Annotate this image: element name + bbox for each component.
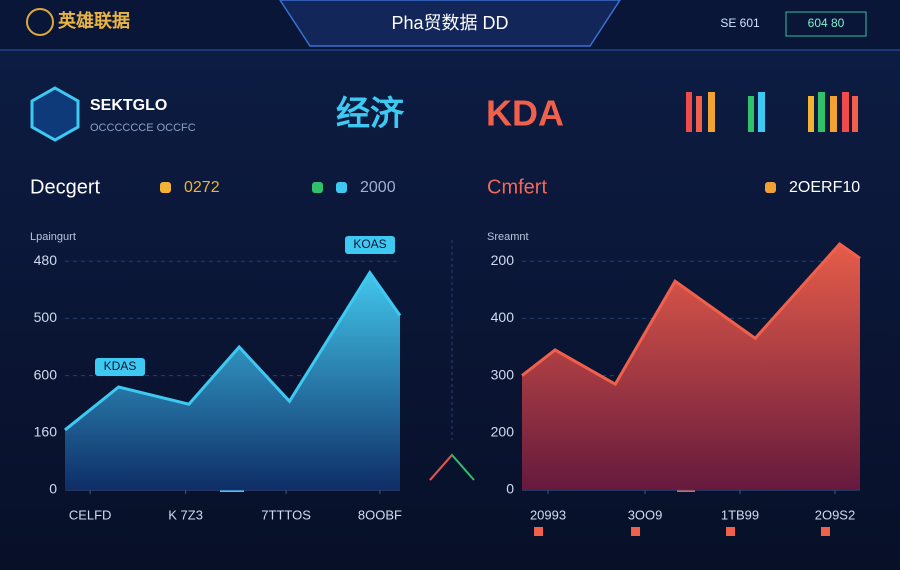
x-tick-label: CELFD bbox=[69, 507, 112, 522]
y-tick-label: 500 bbox=[34, 309, 58, 325]
axis-label: Sreamnt bbox=[487, 231, 529, 243]
legend-label: 2OERF10 bbox=[789, 179, 860, 196]
chart-title: Decgert bbox=[30, 176, 100, 198]
line bbox=[521, 242, 861, 387]
status-box bbox=[785, 11, 867, 37]
x-tick-label: 20993 bbox=[530, 507, 566, 522]
y-tick-label: 200 bbox=[491, 252, 515, 268]
area bbox=[522, 244, 860, 490]
axis-label: Lpaingurt bbox=[30, 231, 76, 243]
x-tick-label: K 7Z3 bbox=[168, 507, 203, 522]
annotation-box bbox=[345, 236, 395, 254]
tab[interactable]: KDA bbox=[486, 93, 564, 134]
y-tick-label: 0 bbox=[506, 481, 514, 497]
status: SE 601 bbox=[720, 16, 760, 30]
logo-icon bbox=[26, 8, 54, 36]
center-icon bbox=[429, 454, 453, 481]
y-tick-label: 200 bbox=[491, 424, 515, 440]
y-tick-label: 600 bbox=[34, 366, 58, 382]
legend-label: 2000 bbox=[360, 179, 396, 196]
x-tick-label: 3OO9 bbox=[628, 507, 663, 522]
tab[interactable]: 经济 bbox=[336, 95, 405, 133]
area bbox=[65, 272, 400, 490]
status: 604 80 bbox=[808, 16, 845, 30]
x-tick-label: 8OOBF bbox=[358, 507, 402, 522]
x-tick-label: 7TTTOS bbox=[261, 507, 311, 522]
x-tick-swatch bbox=[631, 527, 641, 536]
brand-icon bbox=[30, 86, 80, 142]
x-tick-label: 1TB99 bbox=[721, 507, 759, 522]
x-tick-label: 2O9S2 bbox=[815, 507, 855, 522]
x-tick-swatch bbox=[726, 527, 736, 536]
y-tick-label: 0 bbox=[49, 481, 57, 497]
legend-swatch bbox=[160, 182, 171, 193]
legend-swatch bbox=[765, 182, 776, 193]
color-bars bbox=[686, 92, 858, 132]
y-tick-label: 300 bbox=[491, 366, 515, 382]
annotation: KDAS bbox=[104, 359, 137, 373]
brand-name: SEKTGLO bbox=[90, 97, 167, 114]
x-tick-swatch bbox=[534, 527, 544, 536]
logo: 英雄联据 bbox=[57, 10, 130, 31]
legend-swatch bbox=[336, 182, 347, 193]
annotation: KOAS bbox=[353, 237, 386, 251]
y-tick-label: 160 bbox=[34, 424, 58, 440]
legend-swatch bbox=[312, 182, 323, 193]
y-tick-label: 480 bbox=[34, 252, 58, 268]
chart-title: Cmfert bbox=[487, 176, 547, 198]
annotation-box bbox=[95, 358, 145, 376]
legend-label: 0272 bbox=[184, 179, 220, 196]
line bbox=[64, 269, 402, 432]
y-tick-label: 400 bbox=[491, 309, 515, 325]
brand-subtitle: OCCCCCCE OCCFC bbox=[90, 122, 196, 134]
header-title: Pha贸数据 DD bbox=[391, 13, 508, 33]
x-tick-swatch bbox=[820, 527, 830, 536]
header-plate bbox=[279, 0, 621, 47]
